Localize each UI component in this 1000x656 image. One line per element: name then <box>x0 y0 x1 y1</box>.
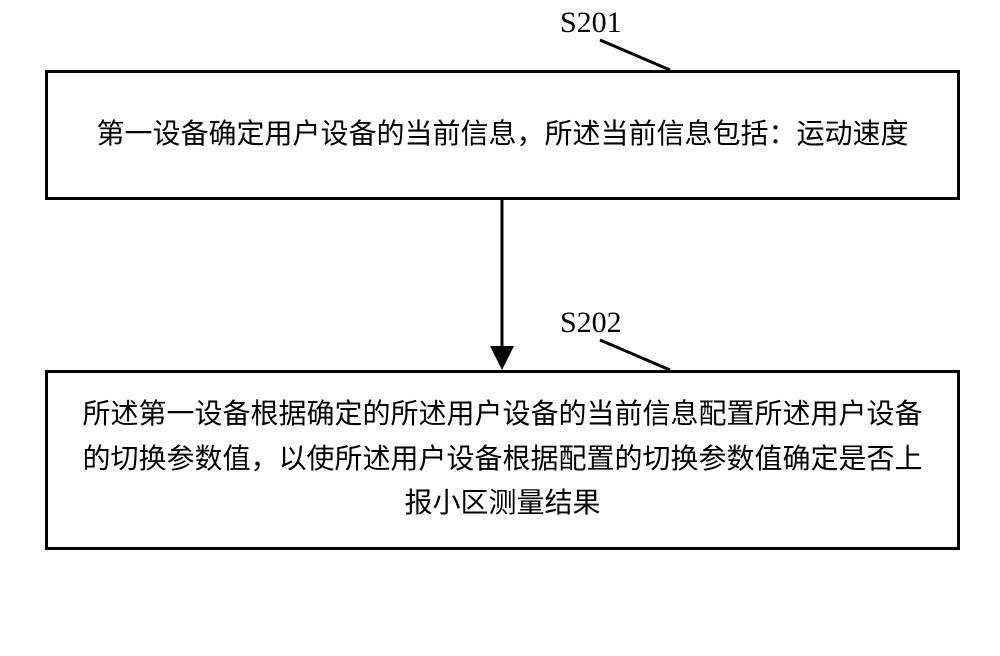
step-box-s201: 第一设备确定用户设备的当前信息，所述当前信息包括：运动速度 <box>45 70 960 200</box>
callout-s202 <box>600 340 670 370</box>
step-label-s202: S202 <box>560 306 622 340</box>
callout-s201 <box>600 40 670 70</box>
step-label-s201: S201 <box>560 6 622 40</box>
step-text-s201: 第一设备确定用户设备的当前信息，所述当前信息包括：运动速度 <box>96 113 908 158</box>
callout-line-2 <box>600 340 670 370</box>
step-box-s202: 所述第一设备根据确定的所述用户设备的当前信息配置所述用户设备的切换参数值，以使所… <box>45 370 960 550</box>
step-text-s202: 所述第一设备根据确定的所述用户设备的当前信息配置所述用户设备的切换参数值，以使所… <box>78 393 927 527</box>
callout-line-1 <box>600 40 670 70</box>
